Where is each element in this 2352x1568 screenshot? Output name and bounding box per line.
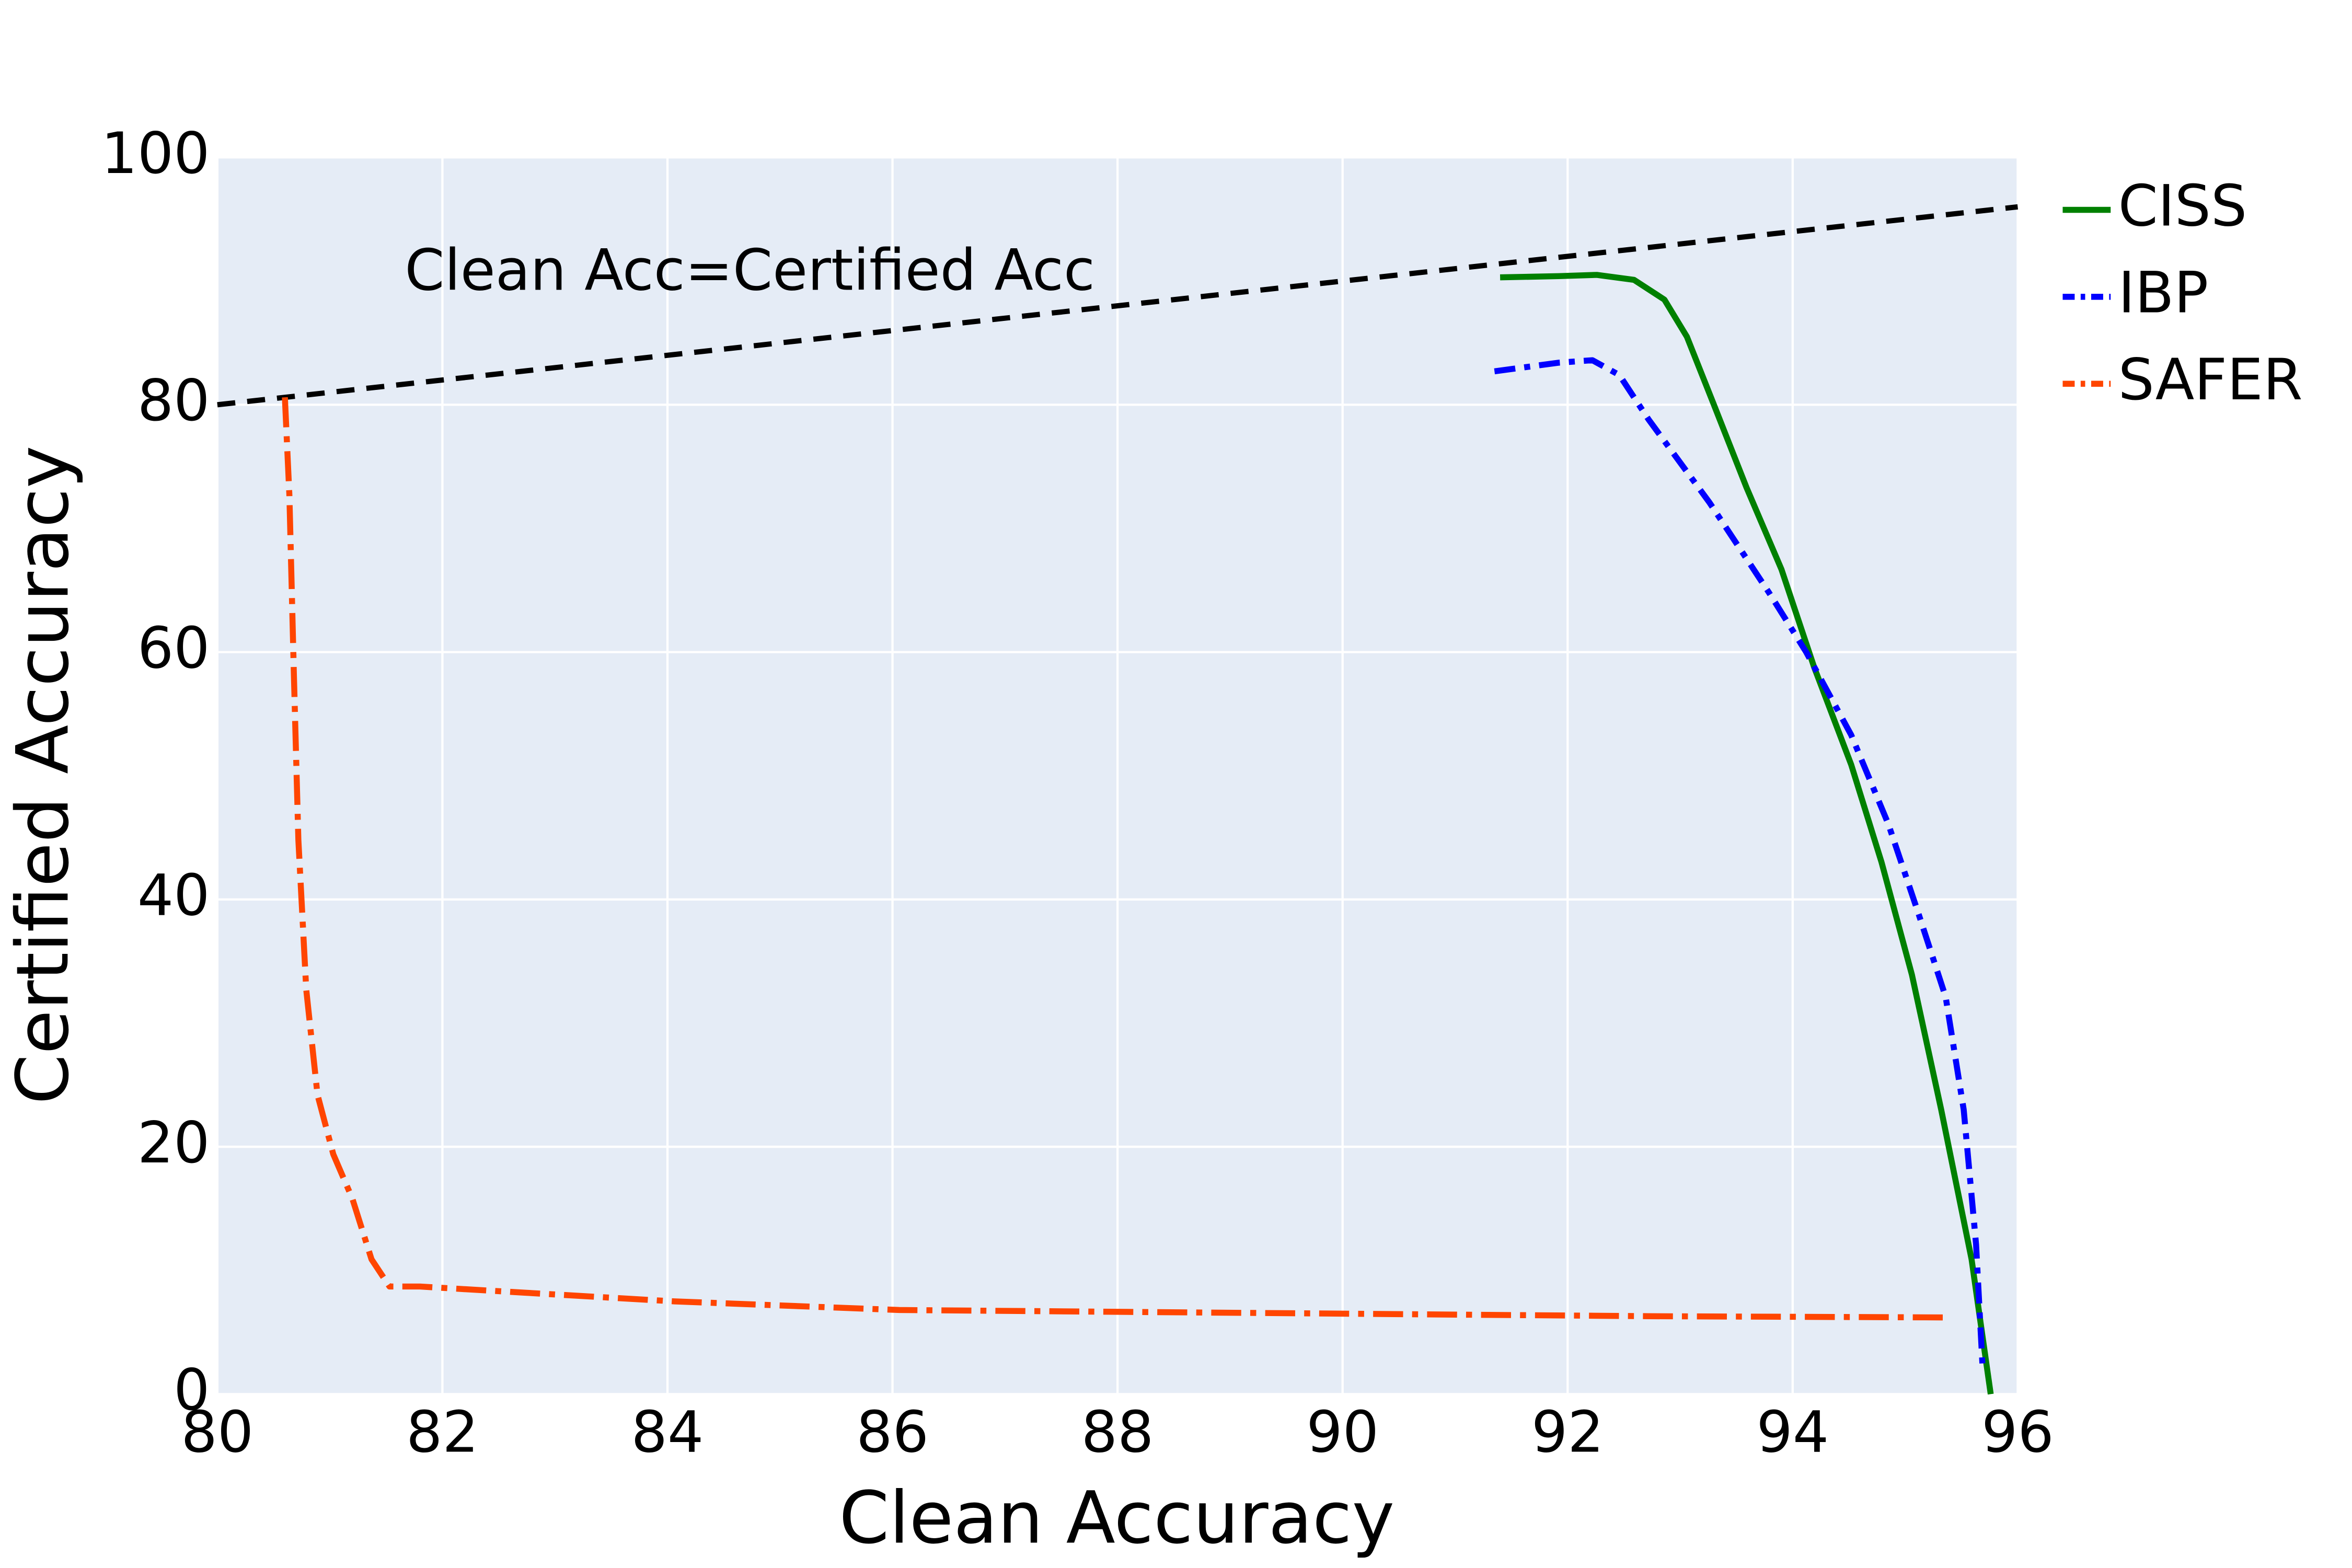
x-tick-label: 86 xyxy=(856,1399,929,1465)
x-tick-label: 90 xyxy=(1306,1399,1379,1465)
annotation: Clean Acc=Certified Acc xyxy=(405,237,1095,304)
reference-line xyxy=(217,204,2018,408)
y-tick-label: 100 xyxy=(101,120,210,187)
y-tick-label: 20 xyxy=(137,1110,210,1176)
legend-label: CISS xyxy=(2118,172,2247,239)
x-tick-label: 82 xyxy=(406,1399,479,1465)
series-line xyxy=(1500,272,1994,1395)
x-tick-label: 92 xyxy=(1531,1399,1604,1465)
legend-label: SAFER xyxy=(2118,347,2303,413)
legend-label: IBP xyxy=(2118,260,2209,326)
y-tick-label: 60 xyxy=(137,615,210,681)
x-tick-label: 94 xyxy=(1757,1399,1829,1465)
series-line xyxy=(1494,357,1986,1373)
x-axis-title: Clean Accuracy xyxy=(839,1477,1394,1560)
y-axis-title: Certified Accuracy xyxy=(1,445,85,1104)
y-tick-label: 40 xyxy=(137,862,210,929)
y-tick-label: 0 xyxy=(174,1357,210,1423)
y-tick-label: 80 xyxy=(137,367,210,434)
x-tick-label: 84 xyxy=(631,1399,704,1465)
x-tick-label: 80 xyxy=(181,1399,254,1465)
x-tick-label: 96 xyxy=(1981,1399,2054,1465)
x-tick-label: 88 xyxy=(1081,1399,1154,1465)
series-line xyxy=(282,397,1946,1321)
